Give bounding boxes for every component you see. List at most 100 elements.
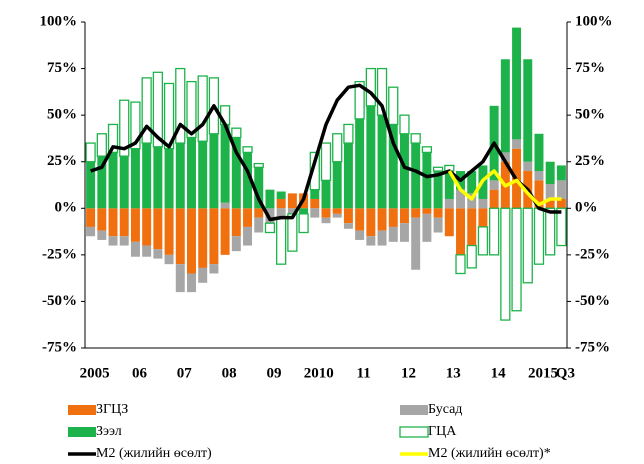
legend-label: ЗГЦЗ (96, 402, 128, 417)
bar (365, 67, 376, 107)
bar (556, 165, 566, 181)
bar (107, 123, 119, 154)
bar (108, 208, 118, 237)
bar (388, 226, 398, 242)
x-tick-label: 06 (132, 365, 148, 381)
x-tick-label: 13 (446, 365, 461, 381)
bar (433, 171, 443, 209)
bar (96, 133, 107, 157)
y2-tick-label: 50% (575, 107, 605, 123)
bar (231, 236, 241, 252)
bar (421, 146, 433, 154)
bar (332, 133, 343, 163)
bar (220, 124, 230, 203)
bar (142, 143, 152, 209)
bar (86, 161, 96, 209)
bar (153, 208, 163, 250)
bar (523, 59, 533, 162)
bar (512, 27, 522, 140)
bar (500, 152, 510, 162)
bar (332, 213, 342, 218)
bar (321, 217, 331, 224)
bar (243, 226, 253, 246)
line (90, 83, 562, 222)
legend-swatch (399, 426, 429, 438)
y2-tick-label: -25% (575, 246, 610, 262)
bar (187, 208, 196, 274)
x-tick-label: 09 (266, 365, 281, 381)
bar (444, 198, 454, 209)
bar (85, 142, 96, 163)
y2-tick-label: 75% (575, 60, 605, 76)
bar (86, 226, 96, 237)
y-tick-label: -25% (42, 246, 77, 262)
bar (388, 86, 399, 126)
bar (86, 208, 96, 227)
bar (399, 133, 409, 209)
bar (198, 141, 208, 209)
y-tick-label: -50% (42, 293, 77, 309)
legend-swatch (68, 427, 96, 437)
bar (108, 236, 118, 246)
y-tick-label: 25% (47, 153, 77, 169)
bar (556, 198, 566, 209)
bar (399, 208, 409, 224)
bar (467, 171, 477, 194)
x-tick-label: 2005 (80, 365, 110, 381)
x-tick-label: Q3 (556, 365, 575, 381)
bar (354, 80, 365, 120)
bar (175, 67, 186, 144)
y-tick-label: 0% (55, 200, 78, 216)
bar (432, 166, 444, 172)
bar (152, 71, 163, 148)
bar (276, 208, 286, 218)
bar (467, 208, 477, 246)
bar (231, 208, 241, 237)
bar (142, 245, 152, 257)
line (447, 169, 562, 207)
bar (119, 156, 129, 209)
legend-label: M2 (жилийн өсөлт) (96, 446, 212, 461)
legend-label: Бусад (428, 402, 462, 417)
bar (197, 75, 208, 142)
bar (254, 217, 264, 233)
bar (467, 193, 477, 209)
bar (276, 216, 287, 265)
bar (444, 171, 454, 199)
x-tick-label: 11 (357, 365, 371, 381)
bar (388, 208, 398, 227)
bar (209, 264, 219, 274)
bar (164, 148, 174, 209)
bar (276, 198, 286, 209)
bar (175, 264, 185, 293)
bar (433, 208, 443, 218)
x-tick-label: 07 (177, 365, 193, 381)
bar (108, 152, 118, 209)
y-tick-label: 100% (40, 13, 78, 29)
bar (534, 180, 544, 209)
bar (220, 208, 230, 255)
bar (422, 152, 432, 209)
bar (209, 208, 219, 265)
bar (455, 254, 466, 275)
bar (187, 273, 196, 293)
bar (422, 213, 432, 242)
bar (343, 123, 354, 144)
bar (287, 213, 298, 252)
bar (545, 207, 556, 256)
bar (321, 180, 331, 209)
bar (175, 208, 185, 265)
bar (556, 207, 567, 247)
legend-label: ГЦА (428, 424, 457, 439)
bar (489, 180, 499, 190)
bar (163, 82, 175, 150)
y2-tick-label: 100% (575, 13, 613, 29)
bar (489, 189, 499, 209)
bar (186, 80, 197, 139)
bar (220, 202, 230, 209)
bar (164, 254, 174, 265)
bar (534, 171, 544, 181)
bar (466, 244, 477, 269)
y-tick-label: 50% (47, 107, 77, 123)
